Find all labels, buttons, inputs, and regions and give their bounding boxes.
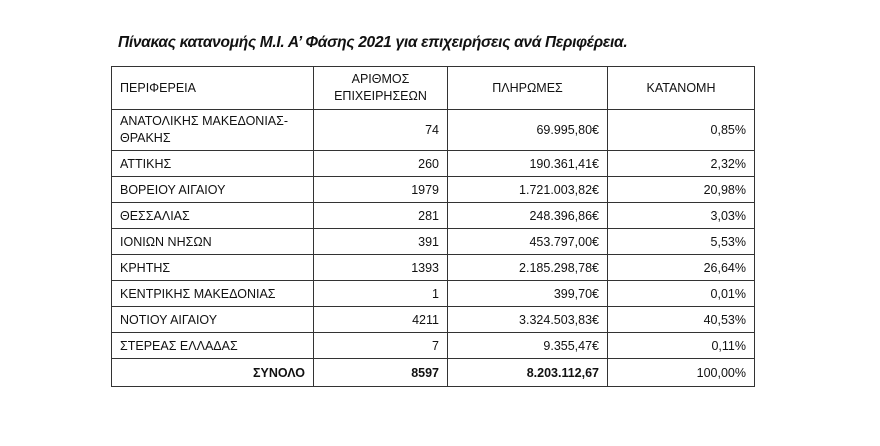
cell-payments: 399,70€ — [447, 280, 608, 307]
document-title: Πίνακας κατανομής Μ.Ι. Α’ Φάσης 2021 για… — [118, 34, 628, 51]
cell-share: 0,11% — [607, 332, 755, 359]
cell-region: ΚΡΗΤΗΣ — [111, 254, 314, 281]
cell-share: 0,85% — [607, 109, 755, 151]
cell-payments: 3.324.503,83€ — [447, 306, 608, 333]
header-payments: ΠΛΗΡΩΜΕΣ — [447, 66, 608, 110]
cell-share: 5,53% — [607, 228, 755, 255]
cell-count: 281 — [313, 202, 448, 229]
cell-payments: 9.355,47€ — [447, 332, 608, 359]
table-row: ΑΤΤΙΚΗΣ 260 190.361,41€ 2,32% — [111, 150, 755, 177]
table-row: ΘΕΣΣΑΛΙΑΣ 281 248.396,86€ 3,03% — [111, 202, 755, 229]
total-row: ΣΥΝΟΛΟ 8597 8.203.112,67 100,00% — [111, 358, 755, 387]
header-region: ΠΕΡΙΦΕΡΕΙΑ — [111, 66, 314, 110]
cell-share: 0,01% — [607, 280, 755, 307]
table-row: ΝΟΤΙΟΥ ΑΙΓΑΙΟΥ 4211 3.324.503,83€ 40,53% — [111, 306, 755, 333]
cell-region: ΑΤΤΙΚΗΣ — [111, 150, 314, 177]
cell-count: 391 — [313, 228, 448, 255]
cell-region: ΘΕΣΣΑΛΙΑΣ — [111, 202, 314, 229]
header-count-line1: ΑΡΙΘΜΟΣ — [351, 72, 410, 86]
table-row: ΚΕΝΤΡΙΚΗΣ ΜΑΚΕΔΟΝΙΑΣ 1 399,70€ 0,01% — [111, 280, 755, 307]
total-payments: 8.203.112,67 — [447, 358, 608, 387]
cell-region: ΚΕΝΤΡΙΚΗΣ ΜΑΚΕΔΟΝΙΑΣ — [111, 280, 314, 307]
cell-count: 1393 — [313, 254, 448, 281]
cell-count: 1979 — [313, 176, 448, 203]
cell-payments: 190.361,41€ — [447, 150, 608, 177]
cell-payments: 248.396,86€ — [447, 202, 608, 229]
cell-payments: 69.995,80€ — [447, 109, 608, 151]
cell-count: 4211 — [313, 306, 448, 333]
cell-count: 74 — [313, 109, 448, 151]
cell-count: 7 — [313, 332, 448, 359]
cell-payments: 453.797,00€ — [447, 228, 608, 255]
cell-share: 20,98% — [607, 176, 755, 203]
cell-region: ΙΟΝΙΩΝ ΝΗΣΩΝ — [111, 228, 314, 255]
cell-count: 1 — [313, 280, 448, 307]
table-row: ΙΟΝΙΩΝ ΝΗΣΩΝ 391 453.797,00€ 5,53% — [111, 228, 755, 255]
cell-share: 2,32% — [607, 150, 755, 177]
header-count: ΑΡΙΘΜΟΣ ΕΠΙΧΕΙΡΗΣΕΩΝ — [313, 66, 448, 110]
cell-region: ΑΝΑΤΟΛΙΚΗΣ ΜΑΚΕΔΟΝΙΑΣ-ΘΡΑΚΗΣ — [111, 109, 314, 151]
cell-payments: 2.185.298,78€ — [447, 254, 608, 281]
cell-share: 26,64% — [607, 254, 755, 281]
table-row: ΚΡΗΤΗΣ 1393 2.185.298,78€ 26,64% — [111, 254, 755, 281]
cell-payments: 1.721.003,82€ — [447, 176, 608, 203]
header-count-line2: ΕΠΙΧΕΙΡΗΣΕΩΝ — [334, 89, 427, 103]
cell-region: ΒΟΡΕΙΟΥ ΑΙΓΑΙΟΥ — [111, 176, 314, 203]
total-count: 8597 — [313, 358, 448, 387]
allocation-table: ΠΕΡΙΦΕΡΕΙΑ ΑΡΙΘΜΟΣ ΕΠΙΧΕΙΡΗΣΕΩΝ ΠΛΗΡΩΜΕΣ … — [111, 66, 755, 387]
cell-share: 40,53% — [607, 306, 755, 333]
cell-share: 3,03% — [607, 202, 755, 229]
table-row: ΒΟΡΕΙΟΥ ΑΙΓΑΙΟΥ 1979 1.721.003,82€ 20,98% — [111, 176, 755, 203]
header-row: ΠΕΡΙΦΕΡΕΙΑ ΑΡΙΘΜΟΣ ΕΠΙΧΕΙΡΗΣΕΩΝ ΠΛΗΡΩΜΕΣ … — [111, 66, 755, 110]
cell-region: ΣΤΕΡΕΑΣ ΕΛΛΑΔΑΣ — [111, 332, 314, 359]
table-row: ΑΝΑΤΟΛΙΚΗΣ ΜΑΚΕΔΟΝΙΑΣ-ΘΡΑΚΗΣ 74 69.995,80€… — [111, 109, 755, 151]
header-share: ΚΑΤΑΝΟΜΗ — [607, 66, 755, 110]
total-share: 100,00% — [607, 358, 755, 387]
table-row: ΣΤΕΡΕΑΣ ΕΛΛΑΔΑΣ 7 9.355,47€ 0,11% — [111, 332, 755, 359]
cell-count: 260 — [313, 150, 448, 177]
cell-region: ΝΟΤΙΟΥ ΑΙΓΑΙΟΥ — [111, 306, 314, 333]
total-label: ΣΥΝΟΛΟ — [111, 358, 314, 387]
